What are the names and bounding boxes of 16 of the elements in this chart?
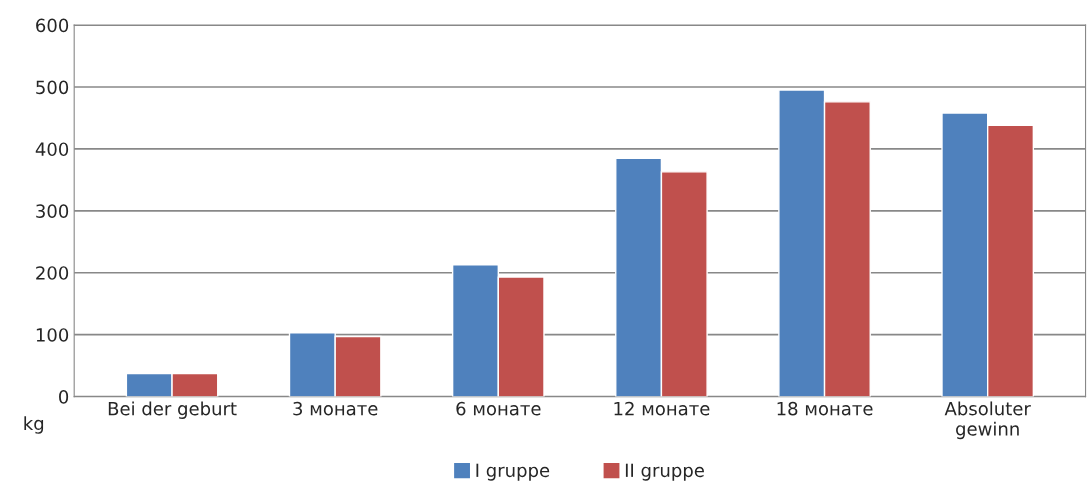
x-tick-label: Bei der geburt [108,401,237,419]
x-tick-label: 18 монате [777,401,873,416]
y-tick-label: 0 [59,390,69,404]
x-tick-label: 12 монате [614,401,710,416]
x-tick-label: 3 монате [293,401,378,416]
y-tick-label: 400 [35,142,69,157]
y-tick-label: 100 [36,328,69,342]
y-tick-label: 600 [36,18,69,33]
y-tick-label: 200 [36,266,69,280]
x-tick-label: Absoluter gewinn [944,401,1031,440]
y-axis-title: kg [24,416,44,434]
y-tick-label: 300 [36,204,69,218]
y-tick-label: 500 [36,80,69,95]
legend-label: II gruppe [625,463,704,481]
legend-label: I gruppe [476,463,550,481]
x-tick-label: 6 монате [456,401,541,416]
